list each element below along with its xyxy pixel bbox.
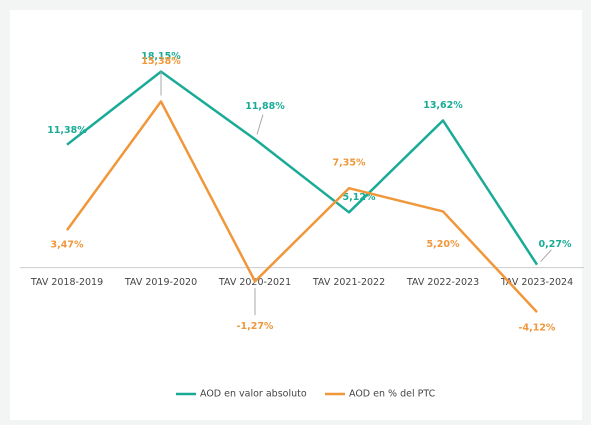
leader-line — [540, 249, 552, 263]
data-label: 5,20% — [427, 239, 460, 250]
series-line — [66, 70, 539, 266]
x-tick-label: TAV 2021-2022 — [312, 277, 385, 288]
legend-label: AOD en valor absoluto — [200, 389, 307, 400]
data-label: 13,62% — [423, 100, 463, 111]
data-label: 0,27% — [539, 239, 572, 250]
x-tick-label: TAV 2019-2020 — [124, 277, 197, 288]
data-label: 3,47% — [51, 240, 84, 251]
x-tick-label: TAV 2023-2024 — [500, 277, 573, 288]
data-label: 11,38% — [47, 125, 87, 136]
data-label: -1,27% — [237, 321, 274, 332]
leader-line — [256, 114, 264, 135]
data-label: 5,12% — [343, 192, 376, 203]
chart-background — [10, 10, 582, 420]
data-label: -4,12% — [519, 323, 556, 334]
x-tick-label: TAV 2018-2019 — [30, 277, 103, 288]
data-label: 11,88% — [245, 101, 285, 112]
data-label: 7,35% — [333, 158, 366, 169]
data-label: 18,15% — [141, 51, 181, 62]
series-line — [65, 100, 538, 313]
data-label: 15,38% — [141, 56, 181, 67]
legend-label: AOD en % del PTC — [349, 389, 436, 400]
x-tick-label: TAV 2022-2023 — [406, 277, 479, 288]
x-tick-label: TAV 2020-2021 — [218, 277, 291, 288]
